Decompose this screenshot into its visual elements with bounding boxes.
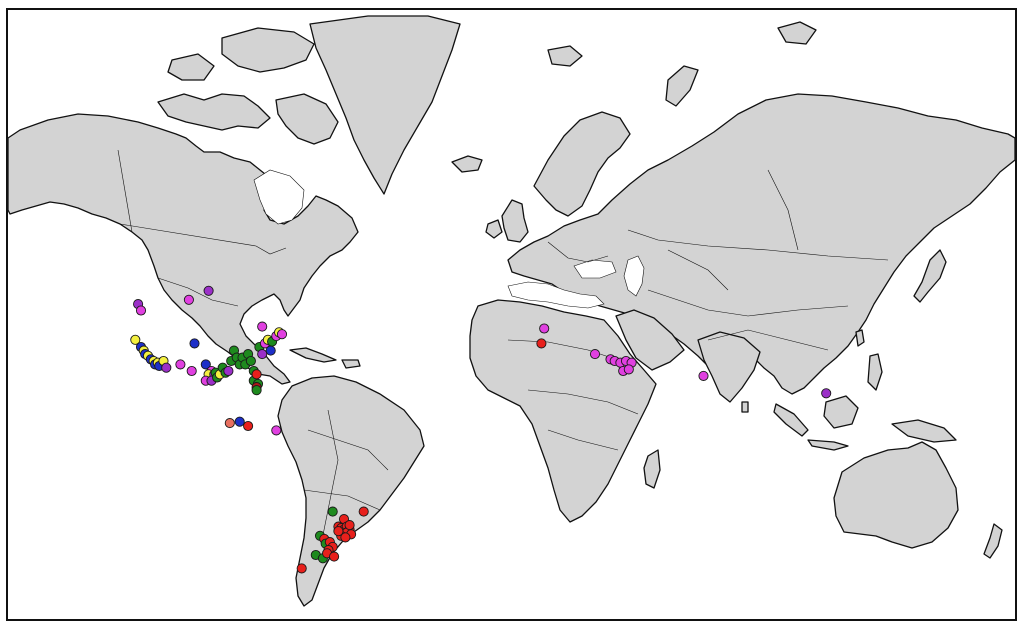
map-point-asia [698,370,709,381]
map-point-north-america [203,285,214,296]
map-point-south-america [344,520,355,531]
map-point-asia [623,364,634,375]
svalbard [547,45,583,67]
map-point-north-america [175,359,186,370]
java [807,439,849,451]
japan [913,249,947,303]
north-america-landmass [8,113,359,385]
map-frame [6,8,1017,621]
world-map [8,15,1015,607]
new-guinea [891,419,957,443]
mediterranean-sea [507,281,605,309]
map-point-north-america [135,305,147,316]
map-point-north-america [257,321,268,332]
ireland [485,219,503,239]
observation-points [130,285,832,574]
map-point-north-america [130,334,141,345]
map-point-south-america [358,506,369,517]
map-point-north-america [186,365,197,377]
arctic-islands [157,93,271,131]
map-point-north-america [183,294,194,305]
map-point-north-america [251,385,262,396]
map-point-central-america [234,416,245,427]
map-point-south-america [271,425,282,436]
cuba [289,347,337,363]
map-point-south-america [329,551,340,562]
severnaya-zemlya [777,21,817,45]
greenland [309,15,461,195]
taiwan [855,329,865,347]
map-point-asia [821,388,832,399]
madagascar [643,449,661,489]
novaya-zemlya [665,65,699,107]
map-point-central-america [224,418,235,429]
indian-subcontinent [697,331,761,403]
ellesmere-island [221,27,315,73]
map-point-north-america [251,369,262,380]
map-point-south-america [333,526,344,537]
map-point-south-america [340,532,351,543]
baffin-island [275,93,339,145]
country-borders [117,149,889,541]
map-point-asia [589,349,601,360]
borneo [823,395,859,429]
arctic-island-small [167,53,215,81]
arabian-peninsula [615,309,685,371]
sumatra [773,403,809,437]
sri-lanka [741,401,749,413]
philippines [867,353,883,391]
map-point-north-america [276,329,288,340]
scandinavia [533,111,631,217]
great-britain [501,199,529,243]
map-point-north-america [257,349,268,360]
map-point-south-america [296,563,307,574]
map-point-europe [536,338,547,349]
map-point-north-america [245,355,256,367]
new-zealand [983,523,1003,559]
map-point-north-america [200,359,211,370]
caspian-sea [623,255,645,297]
iceland [451,155,483,173]
map-point-north-america [265,345,276,356]
map-point-europe [539,323,550,334]
australia [833,441,959,549]
map-point-north-america [161,362,172,373]
map-point-north-america [223,365,234,377]
black-sea [573,259,617,279]
map-point-south-america [327,506,338,517]
map-point-central-america [243,420,254,432]
land-layer [8,15,1015,607]
hudson-bay [253,169,305,225]
hispaniola [341,359,361,369]
south-america-landmass [277,375,425,607]
map-point-north-america [189,338,200,349]
